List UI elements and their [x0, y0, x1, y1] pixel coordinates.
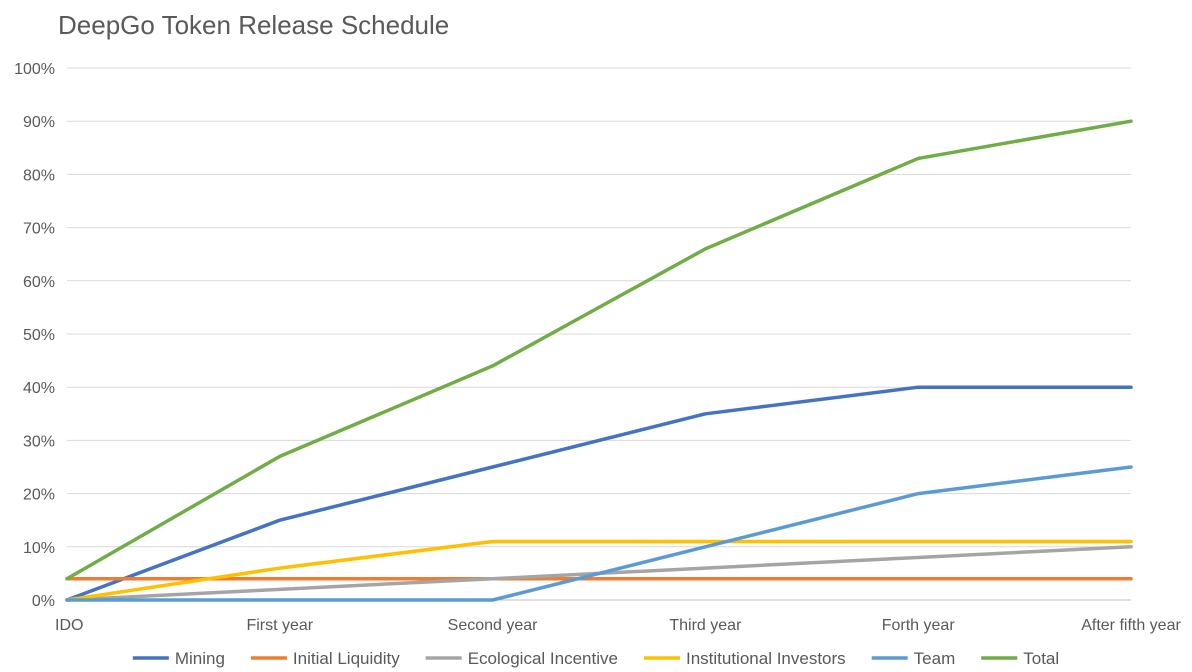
series-line: [65, 465, 1133, 602]
y-tick-label: 10%: [23, 540, 55, 557]
legend-label: Institutional Investors: [686, 649, 846, 668]
chart-title: DeepGo Token Release Schedule: [58, 10, 450, 40]
legend-item: Mining: [132, 649, 225, 668]
legend-item: Ecological Incentive: [425, 649, 618, 668]
x-tick-label: First year: [246, 617, 313, 634]
y-tick-label: 30%: [23, 433, 55, 450]
legend-label: Ecological Incentive: [468, 649, 618, 668]
x-axis: IDO First year Second year Third year Forth …: [55, 617, 1181, 634]
y-tick-label: 80%: [23, 167, 55, 184]
legend-label: Mining: [175, 649, 225, 668]
y-tick-label: 50%: [23, 327, 55, 344]
x-tick-label: Forth year: [882, 617, 956, 634]
y-tick-label: 60%: [23, 274, 55, 291]
series-lines: [65, 119, 1133, 602]
legend-item: Team: [871, 649, 956, 668]
legend-item: Initial Liquidity: [250, 649, 400, 668]
gridlines: [67, 67, 1131, 601]
x-tick-label: IDO: [55, 617, 83, 634]
x-tick-label: Second year: [448, 617, 539, 634]
legend: Mining Initial Liquidity Ecological Incent…: [132, 649, 1059, 668]
legend-label: Initial Liquidity: [293, 649, 400, 668]
y-tick-label: 90%: [23, 114, 55, 131]
legend-item: Institutional Investors: [643, 649, 846, 668]
y-tick-label: 0%: [32, 593, 55, 610]
y-tick-label: 20%: [23, 487, 55, 504]
y-axis: 0% 10% 20% 30% 40% 50% 60% 70% 80% 90% 100%: [14, 61, 55, 610]
x-tick-label: Third year: [669, 617, 742, 634]
y-tick-label: 40%: [23, 380, 55, 397]
series-line: [65, 539, 1133, 602]
legend-label: Team: [914, 649, 956, 668]
series-line: [65, 119, 1133, 581]
legend-label: Total: [1023, 649, 1059, 668]
y-tick-label: 100%: [14, 61, 55, 78]
series-line: [65, 385, 1133, 602]
y-tick-label: 70%: [23, 221, 55, 238]
legend-item: Total: [981, 649, 1059, 668]
x-tick-label: After fifth year: [1081, 617, 1181, 634]
